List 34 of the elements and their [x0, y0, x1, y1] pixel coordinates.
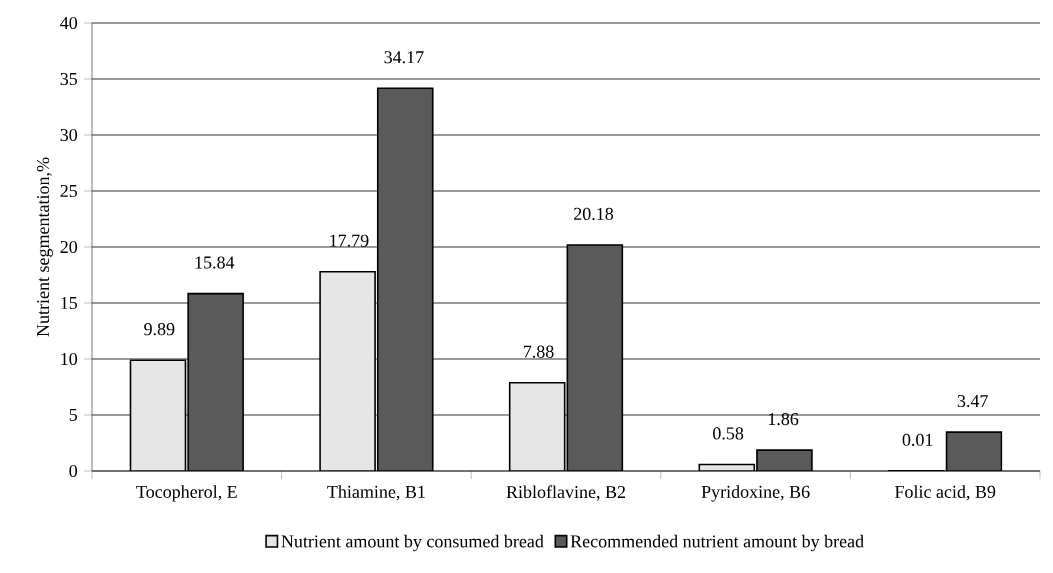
x-tick-label: Thiamine, B1: [327, 485, 425, 501]
bar: [376, 87, 434, 471]
y-tick-label: 20: [60, 240, 78, 254]
data-label: 34.17: [384, 51, 424, 64]
x-tick-label: Ribloflavine, B2: [506, 485, 626, 501]
data-label: 7.88: [523, 345, 554, 358]
data-label: 15.84: [195, 256, 235, 269]
bar: [508, 381, 566, 471]
bar: [319, 270, 376, 471]
y-axis-title: Nutrient segmentation,%: [36, 157, 53, 337]
y-tick-label: 30: [60, 128, 78, 142]
data-label: 0.01: [902, 433, 933, 446]
bar: [566, 244, 624, 471]
y-tick-label: 35: [60, 72, 78, 86]
data-label: 17.79: [330, 234, 369, 247]
x-tick-label: Pyridoxine, B6: [701, 485, 810, 502]
data-label: 9.89: [144, 323, 175, 336]
bar: [129, 359, 187, 471]
y-tick-label: 10: [61, 352, 78, 366]
legend-label: Recommended nutrient amount by bread: [570, 534, 864, 552]
y-tick-label: 40: [60, 16, 78, 30]
x-tick-label: Folic acid, B9: [894, 485, 996, 501]
legend-label: Nutrient amount by consumed bread: [281, 534, 544, 552]
data-label: 20.18: [574, 207, 614, 221]
bar: [187, 292, 244, 471]
data-label: 3.47: [957, 395, 988, 408]
y-tick-label: 5: [69, 409, 78, 421]
bar: [945, 431, 1003, 471]
y-tick-label: 0: [69, 464, 78, 478]
y-tick-label: 25: [60, 184, 78, 198]
data-label: 1.86: [768, 412, 799, 426]
x-tick-label: Tocopherol, E: [136, 485, 237, 502]
y-tick-label: 15: [61, 296, 78, 310]
data-label: 0.58: [713, 427, 744, 440]
